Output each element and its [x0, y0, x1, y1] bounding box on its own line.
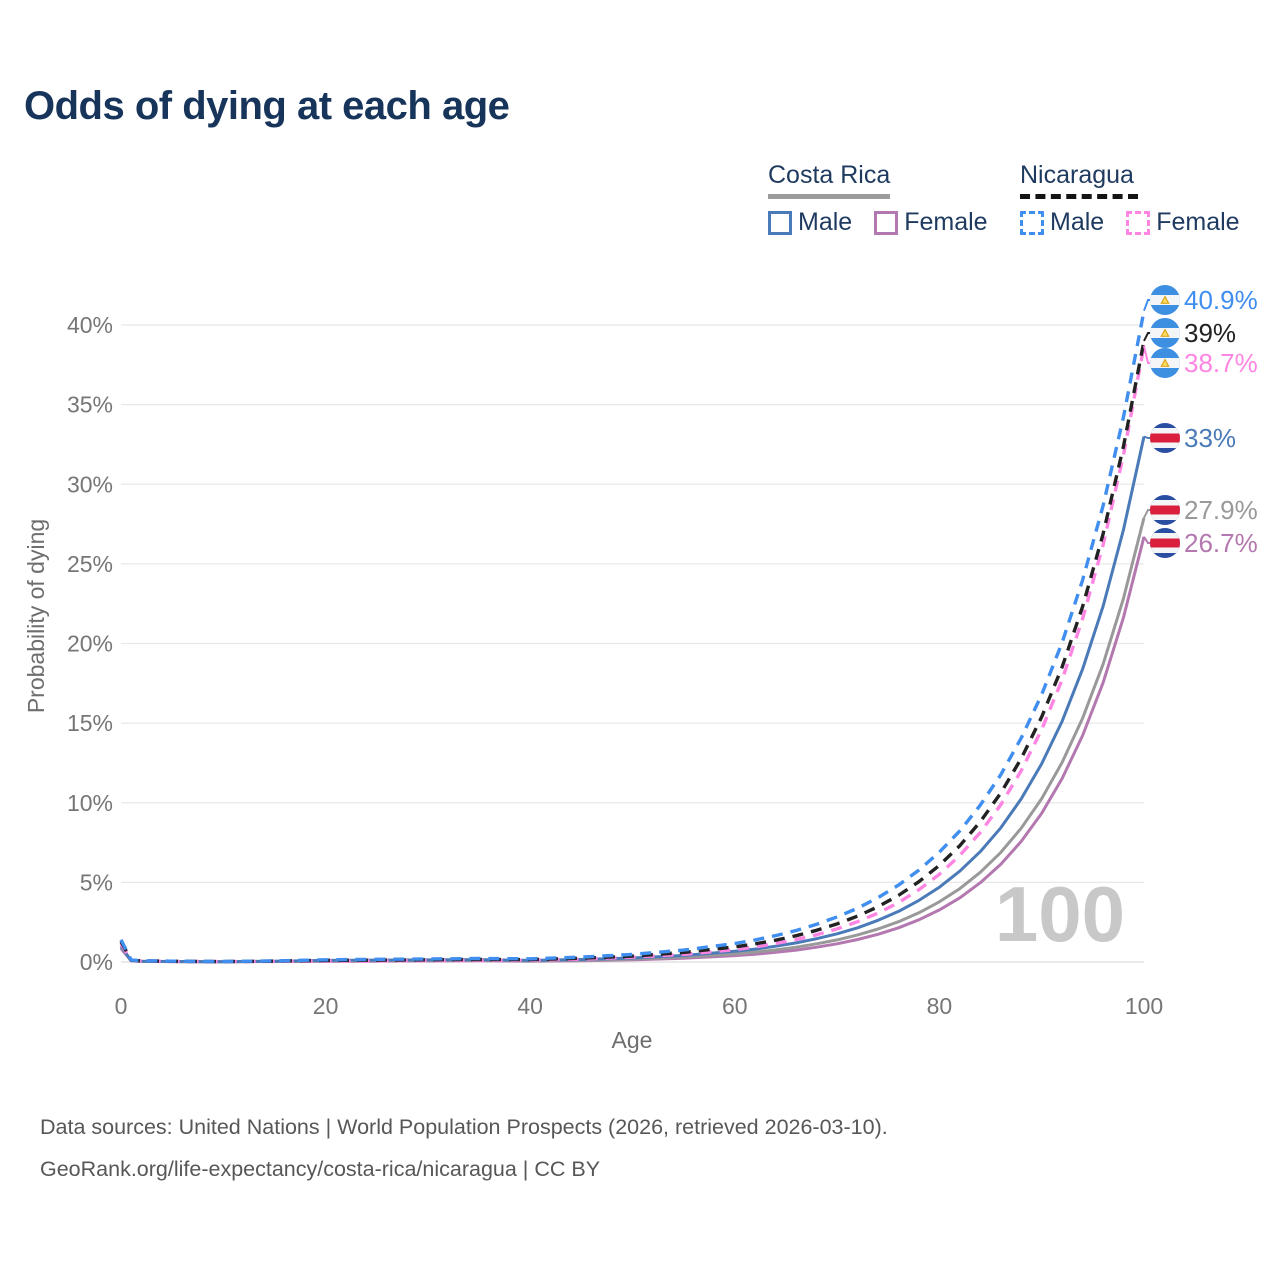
legend-country-costa-rica[interactable]: Costa Rica — [768, 161, 891, 199]
y-tick-label: 30% — [67, 471, 113, 497]
y-tick-label: 15% — [67, 710, 113, 736]
legend-group-nicaragua: Nicaragua Male Female — [1020, 161, 1262, 237]
x-tick-label: 80 — [927, 993, 953, 1019]
x-tick-label: 20 — [313, 993, 339, 1019]
legend-label-nicaragua-male[interactable]: Male — [1050, 208, 1105, 236]
y-tick-label: 10% — [67, 790, 113, 816]
series-end-value-ni-total: 39% — [1184, 318, 1236, 348]
series-line-ni-total[interactable] — [119, 340, 1146, 964]
nicaragua-flag-icon — [1150, 348, 1180, 378]
x-tick-label: 0 — [115, 993, 128, 1019]
y-tick-label: 40% — [67, 312, 113, 338]
nicaragua-flag-icon — [1150, 318, 1180, 348]
nicaragua-flag-icon — [1150, 285, 1180, 315]
series-line-cr-total[interactable] — [119, 517, 1146, 964]
attribution-link[interactable]: GeoRank.org/life-expectancy/costa-rica/n… — [40, 1157, 601, 1181]
series-end-value-cr-male: 33% — [1184, 423, 1236, 453]
legend-group-costa-rica: Costa Rica Male Female — [768, 161, 1010, 237]
x-axis-title: Age — [612, 1027, 653, 1053]
y-tick-label: 35% — [67, 392, 113, 418]
data-sources-line: Data sources: United Nations | World Pop… — [40, 1115, 888, 1139]
series-line-cr-female[interactable] — [119, 536, 1146, 964]
series-end-value-cr-female: 26.7% — [1184, 528, 1258, 558]
legend-swatch-nicaragua-female-icon[interactable] — [1126, 210, 1151, 235]
footer: Data sources: United Nations | World Pop… — [40, 1106, 888, 1190]
age-counter-watermark: 100 — [995, 870, 1125, 958]
y-tick-label: 25% — [67, 551, 113, 577]
costa-rica-flag-icon — [1150, 423, 1180, 453]
legend-swatch-costa-rica-male-icon[interactable] — [768, 210, 792, 235]
y-tick-label: 0% — [80, 949, 113, 975]
y-axis-title: Probability of dying — [23, 519, 49, 713]
series-line-ni-male[interactable] — [119, 310, 1146, 964]
costa-rica-flag-icon — [1150, 528, 1180, 558]
y-tick-label: 20% — [67, 631, 113, 657]
legend-label-costa-rica-female[interactable]: Female — [904, 208, 988, 236]
legend: Costa Rica Male Female Nicaragua Male Fe… — [0, 161, 1280, 245]
series-end-value-ni-female: 38.7% — [1184, 348, 1258, 378]
legend-country-nicaragua[interactable]: Nicaragua — [1020, 161, 1138, 199]
legend-label-costa-rica-male[interactable]: Male — [798, 208, 853, 236]
legend-label-nicaragua-female[interactable]: Female — [1156, 208, 1240, 236]
legend-swatch-costa-rica-female-icon[interactable] — [874, 210, 899, 235]
x-tick-label: 60 — [722, 993, 748, 1019]
legend-swatch-nicaragua-male-icon[interactable] — [1020, 210, 1044, 235]
x-tick-label: 100 — [1125, 993, 1163, 1019]
series-line-ni-female[interactable] — [119, 345, 1146, 964]
costa-rica-flag-icon — [1150, 495, 1180, 525]
y-tick-label: 5% — [80, 869, 113, 895]
page-title: Odds of dying at each age — [24, 84, 510, 128]
x-tick-label: 40 — [517, 993, 543, 1019]
series-end-value-cr-total: 27.9% — [1184, 495, 1258, 525]
series-end-value-ni-male: 40.9% — [1184, 285, 1258, 315]
